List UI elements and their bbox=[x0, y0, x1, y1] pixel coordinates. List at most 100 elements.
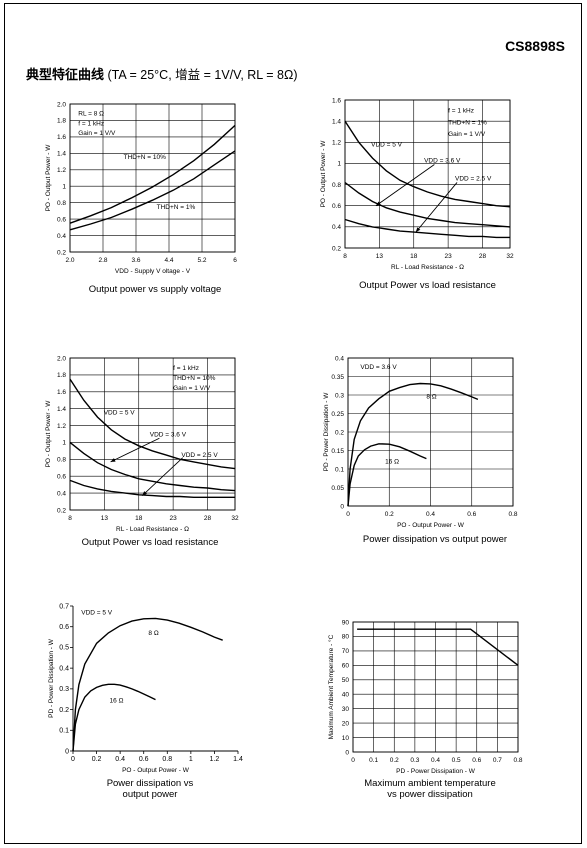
x-tick-label: 0.4 bbox=[426, 511, 435, 518]
y-tick-label: 20 bbox=[342, 720, 350, 727]
annotation-label: VDD = 2.5 V bbox=[455, 175, 492, 182]
y-tick-label: 1 bbox=[337, 161, 341, 168]
annotation-label: THD+N = 1% bbox=[157, 204, 196, 211]
arrow-head bbox=[110, 458, 116, 462]
x-tick-label: 32 bbox=[506, 253, 514, 260]
x-tick-label: 28 bbox=[479, 253, 487, 260]
y-tick-label: 0.2 bbox=[335, 429, 344, 436]
y-tick-label: 0.6 bbox=[59, 624, 69, 631]
y-tick-label: 1.8 bbox=[57, 118, 66, 125]
y-tick-label: 0.8 bbox=[57, 200, 66, 207]
annotation-label: VDD = 5 V bbox=[371, 142, 403, 149]
y-tick-label: 80 bbox=[342, 634, 350, 641]
x-axis-label: PO - Output Power - W bbox=[397, 522, 465, 529]
series-line-1 bbox=[69, 124, 236, 224]
x-tick-label: 1 bbox=[189, 756, 193, 763]
x-tick-label: 1.4 bbox=[233, 756, 243, 763]
annotation-label: 16 Ω bbox=[385, 458, 399, 465]
plot-frame bbox=[69, 103, 236, 253]
caption-chart-5: Power dissipation vs output power bbox=[106, 778, 194, 800]
y-tick-label: 0.15 bbox=[331, 448, 344, 455]
x-tick-label: 8 bbox=[68, 515, 72, 522]
y-axis-label: PO - Output Power - W bbox=[45, 144, 52, 212]
y-tick-label: 30 bbox=[342, 706, 350, 713]
x-tick-label: 0.3 bbox=[410, 757, 419, 764]
x-tick-label: 13 bbox=[101, 515, 109, 522]
x-tick-label: 6 bbox=[233, 257, 237, 264]
x-tick-label: 0.4 bbox=[115, 756, 125, 763]
section-title: 典型特征曲线 (TA = 25°C, 增益 = 1V/V, RL = 8Ω) bbox=[26, 64, 298, 83]
y-axis-label: PD - Power Dissipation - W bbox=[323, 392, 330, 472]
caption-chart-4: Power dissipation vs output power bbox=[362, 534, 508, 545]
y-tick-label: 0.2 bbox=[57, 249, 66, 256]
series-line-1 bbox=[69, 378, 236, 470]
x-tick-label: 0.2 bbox=[385, 511, 394, 518]
annotation-arrow bbox=[141, 457, 184, 496]
y-tick-label: 0.2 bbox=[57, 507, 66, 514]
y-tick-label: 1.6 bbox=[332, 97, 341, 104]
y-tick-label: 0.7 bbox=[59, 603, 69, 610]
chart-power-dissipation-8-16-ohm: 0 0.05 0.1 0.15 0.2 0.25 0.3 0.35 0.4 0 0.2 0.4 0.6 0… bbox=[323, 355, 518, 529]
x-tick-label: 0 bbox=[351, 757, 355, 764]
y-tick-label: 70 bbox=[342, 648, 350, 655]
y-tick-label: 1.2 bbox=[57, 423, 66, 430]
arrow-head bbox=[415, 227, 421, 233]
y-tick-label: 90 bbox=[342, 619, 350, 626]
y-tick-label: 1.2 bbox=[332, 140, 341, 147]
section-title-conditions: (TA = 25°C, 增益 = 1V/V, RL = 8Ω) bbox=[107, 68, 298, 82]
y-tick-label: 0.4 bbox=[332, 224, 341, 231]
x-tick-label: 13 bbox=[376, 253, 384, 260]
y-tick-label: 2.0 bbox=[57, 101, 66, 108]
x-axis-label: PO - Output Power - W bbox=[122, 767, 190, 774]
x-tick-label: 18 bbox=[410, 253, 418, 260]
y-tick-label: 40 bbox=[342, 692, 350, 699]
series-line-1 bbox=[357, 628, 519, 666]
y-tick-label: 0.8 bbox=[57, 457, 66, 464]
x-tick-label: 0.2 bbox=[92, 756, 102, 763]
annotation-label: f = 1 kHz bbox=[448, 108, 474, 115]
part-number: CS8898S bbox=[505, 38, 565, 54]
x-tick-label: 23 bbox=[170, 515, 178, 522]
y-tick-label: 60 bbox=[342, 663, 350, 670]
chart-output-power-vs-load-resistance-10pct: 0.2 0.4 0.6 0.8 1 1.2 1.4 1.6 1.8 2.0 8 13 18 23 28 32 R… bbox=[45, 355, 239, 533]
y-tick-label: 1.4 bbox=[57, 406, 66, 413]
annotation-label: VDD = 3.6 V bbox=[150, 432, 187, 439]
x-tick-label: 5.2 bbox=[197, 257, 206, 264]
series-line-3 bbox=[69, 479, 235, 498]
annotation-label: VDD = 3.6 V bbox=[424, 157, 461, 164]
caption-chart-6: Maximum ambient temperature vs power dis… bbox=[364, 778, 496, 800]
y-tick-label: 0.25 bbox=[331, 411, 344, 418]
y-tick-label: 0.6 bbox=[57, 216, 66, 223]
y-tick-label: 0.5 bbox=[59, 645, 69, 652]
y-axis-label: PO - Output Power - W bbox=[45, 400, 52, 468]
y-tick-label: 0 bbox=[65, 748, 69, 755]
x-tick-label: 0.8 bbox=[162, 756, 172, 763]
plot-frame bbox=[344, 99, 511, 249]
y-tick-label: 1.4 bbox=[57, 151, 66, 158]
y-tick-label: 0.8 bbox=[332, 182, 341, 189]
y-tick-label: 0.6 bbox=[57, 474, 66, 481]
x-tick-label: 8 bbox=[343, 253, 347, 260]
x-tick-label: 0.6 bbox=[139, 756, 149, 763]
annotation-label: VDD = 5 V bbox=[104, 410, 136, 417]
y-tick-label: 0.3 bbox=[59, 686, 69, 693]
y-tick-label: 1.2 bbox=[57, 167, 66, 174]
plot-frame bbox=[347, 357, 514, 507]
x-tick-label: 3.6 bbox=[131, 257, 140, 264]
y-tick-label: 0.6 bbox=[332, 203, 341, 210]
y-axis-label: PD - Power Dissipation - W bbox=[48, 638, 55, 718]
y-tick-label: 50 bbox=[342, 677, 350, 684]
series-line-2 bbox=[72, 683, 156, 752]
x-tick-label: 0.7 bbox=[493, 757, 502, 764]
annotation-label: f = 1 kHz bbox=[78, 120, 104, 127]
chart-output-power-vs-load-resistance: 0.2 0.4 0.6 0.8 1 1.2 1.4 1.6 8 13 18 23 28 32 RL - Lo… bbox=[320, 97, 514, 271]
y-tick-label: 1 bbox=[62, 440, 66, 447]
x-tick-label: 28 bbox=[204, 515, 212, 522]
annotation-label: VDD = 3.6 V bbox=[360, 364, 397, 371]
series-line-1 bbox=[344, 120, 511, 208]
annotation-arrow bbox=[110, 437, 160, 463]
y-tick-label: 1.8 bbox=[57, 372, 66, 379]
arrow-head bbox=[142, 491, 147, 496]
x-tick-label: 4.4 bbox=[164, 257, 173, 264]
series-line-2 bbox=[69, 150, 236, 231]
